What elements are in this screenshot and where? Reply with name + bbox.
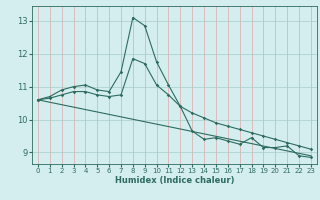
X-axis label: Humidex (Indice chaleur): Humidex (Indice chaleur) bbox=[115, 176, 234, 185]
